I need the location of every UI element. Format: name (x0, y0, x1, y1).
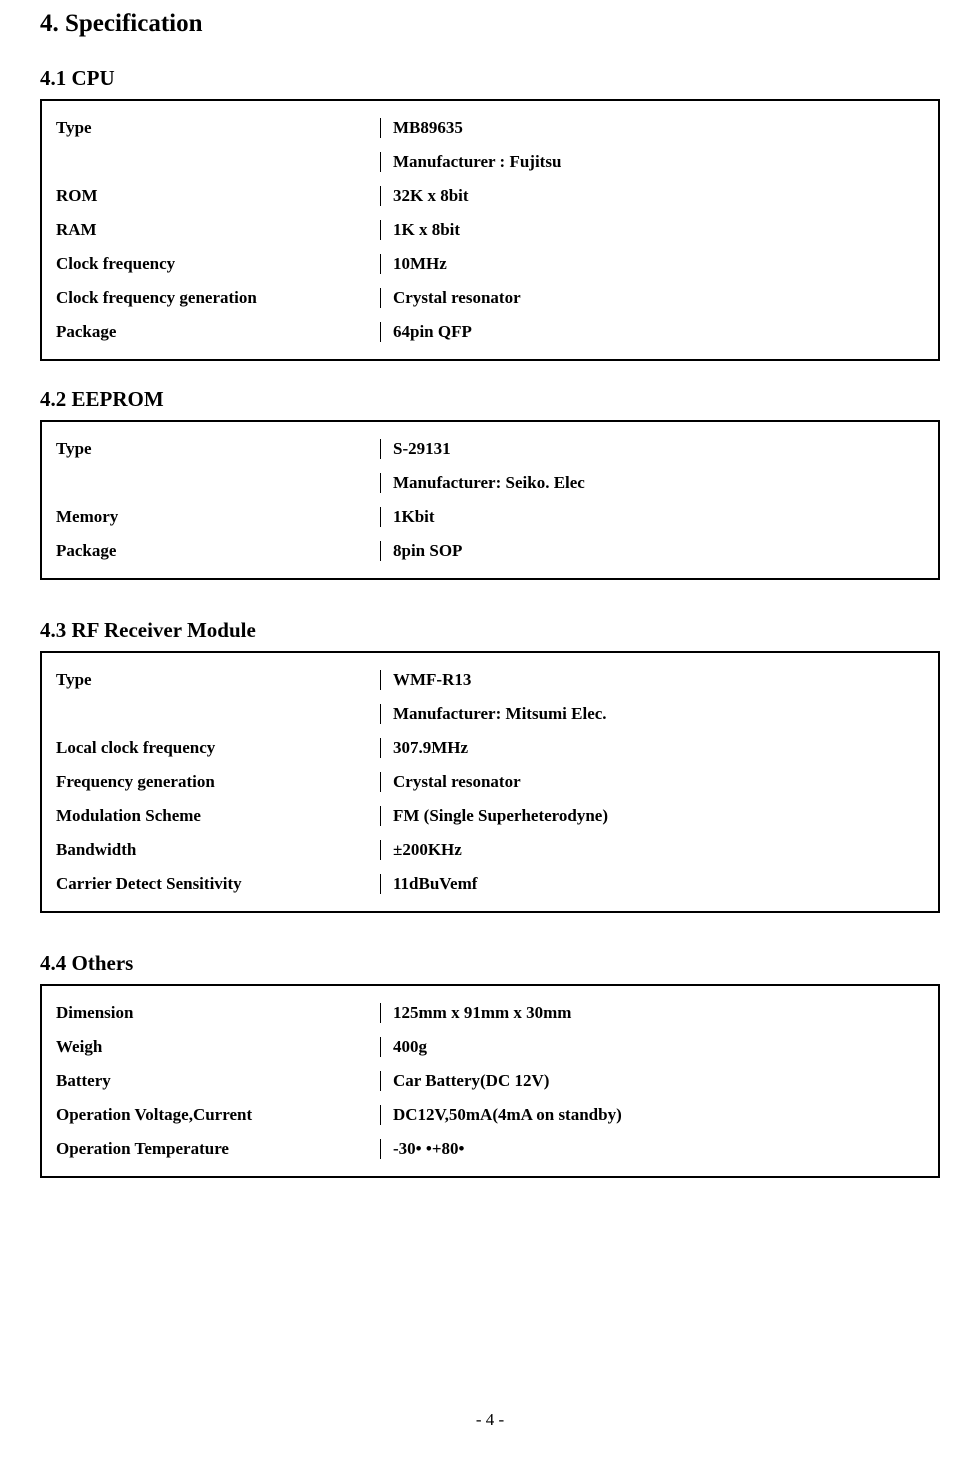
spec-label: Memory (56, 507, 381, 527)
spec-value: WMF-R13 (381, 670, 471, 690)
spec-value: MB89635 (381, 118, 463, 138)
spec-value: 11dBuVemf (381, 874, 477, 894)
eeprom-title: 4.2 EEPROM (40, 387, 940, 412)
rf-title: 4.3 RF Receiver Module (40, 618, 940, 643)
table-row: Clock frequency generation Crystal reson… (42, 281, 938, 315)
table-row: Manufacturer : Fujitsu (42, 145, 938, 179)
spec-label: Type (56, 670, 381, 690)
spec-value: 64pin QFP (381, 322, 472, 342)
table-row: Manufacturer: Mitsumi Elec. (42, 697, 938, 731)
spec-label: Package (56, 541, 381, 561)
cpu-table: Type MB89635 Manufacturer : Fujitsu ROM … (40, 99, 940, 361)
eeprom-table: Type S-29131 Manufacturer: Seiko. Elec M… (40, 420, 940, 580)
others-title: 4.4 Others (40, 951, 940, 976)
spec-label: Weigh (56, 1037, 381, 1057)
eeprom-section: 4.2 EEPROM Type S-29131 Manufacturer: Se… (40, 387, 940, 580)
page-number: - 4 - (0, 1410, 980, 1430)
spec-value: 1Kbit (381, 507, 435, 527)
spec-label: Frequency generation (56, 772, 381, 792)
spec-value: DC12V,50mA(4mA on standby) (381, 1105, 622, 1125)
spec-label: Carrier Detect Sensitivity (56, 874, 381, 894)
spec-label: Modulation Scheme (56, 806, 381, 826)
spec-value: Crystal resonator (381, 288, 521, 308)
spec-value: 125mm x 91mm x 30mm (381, 1003, 571, 1023)
table-row: Local clock frequency 307.9MHz (42, 731, 938, 765)
spec-label (56, 704, 381, 724)
spec-value: S-29131 (381, 439, 451, 459)
spec-value: -30• •+80• (381, 1139, 464, 1159)
spec-label: Clock frequency (56, 254, 381, 274)
spec-label: Package (56, 322, 381, 342)
spec-label: Battery (56, 1071, 381, 1091)
spec-label: RAM (56, 220, 381, 240)
spec-value: Manufacturer : Fujitsu (381, 152, 561, 172)
table-row: Bandwidth ±200KHz (42, 833, 938, 867)
spec-value: ±200KHz (381, 840, 462, 860)
table-row: RAM 1K x 8bit (42, 213, 938, 247)
table-row: Operation Temperature -30• •+80• (42, 1132, 938, 1166)
table-row: Weigh 400g (42, 1030, 938, 1064)
cpu-section: 4.1 CPU Type MB89635 Manufacturer : Fuji… (40, 66, 940, 361)
table-row: Clock frequency 10MHz (42, 247, 938, 281)
table-row: Operation Voltage,Current DC12V,50mA(4mA… (42, 1098, 938, 1132)
table-row: Frequency generation Crystal resonator (42, 765, 938, 799)
spec-value: Manufacturer: Mitsumi Elec. (381, 704, 607, 724)
table-row: Manufacturer: Seiko. Elec (42, 466, 938, 500)
spec-value: 32K x 8bit (381, 186, 469, 206)
rf-table: Type WMF-R13 Manufacturer: Mitsumi Elec.… (40, 651, 940, 913)
spec-label (56, 473, 381, 493)
table-row: Package 8pin SOP (42, 534, 938, 568)
spec-value: 8pin SOP (381, 541, 462, 561)
spec-label: Local clock frequency (56, 738, 381, 758)
table-row: Type MB89635 (42, 111, 938, 145)
table-row: Battery Car Battery(DC 12V) (42, 1064, 938, 1098)
spec-value: 307.9MHz (381, 738, 468, 758)
table-row: Package 64pin QFP (42, 315, 938, 349)
spec-value: 1K x 8bit (381, 220, 460, 240)
others-table: Dimension 125mm x 91mm x 30mm Weigh 400g… (40, 984, 940, 1178)
table-row: Type S-29131 (42, 432, 938, 466)
spec-value: Manufacturer: Seiko. Elec (381, 473, 585, 493)
spec-label: ROM (56, 186, 381, 206)
others-section: 4.4 Others Dimension 125mm x 91mm x 30mm… (40, 951, 940, 1178)
spec-label (56, 152, 381, 172)
table-row: Type WMF-R13 (42, 663, 938, 697)
spec-label: Type (56, 118, 381, 138)
table-row: Carrier Detect Sensitivity 11dBuVemf (42, 867, 938, 901)
cpu-title: 4.1 CPU (40, 66, 940, 91)
table-row: ROM 32K x 8bit (42, 179, 938, 213)
spec-label: Clock frequency generation (56, 288, 381, 308)
spec-label: Operation Temperature (56, 1139, 381, 1159)
spec-value: 10MHz (381, 254, 447, 274)
spec-value: Crystal resonator (381, 772, 521, 792)
spec-label: Bandwidth (56, 840, 381, 860)
table-row: Modulation Scheme FM (Single Superhetero… (42, 799, 938, 833)
main-heading: 4. Specification (40, 10, 940, 38)
spec-value: Car Battery(DC 12V) (381, 1071, 549, 1091)
spec-label: Type (56, 439, 381, 459)
spec-label: Dimension (56, 1003, 381, 1023)
spec-value: FM (Single Superheterodyne) (381, 806, 608, 826)
table-row: Dimension 125mm x 91mm x 30mm (42, 996, 938, 1030)
table-row: Memory 1Kbit (42, 500, 938, 534)
spec-label: Operation Voltage,Current (56, 1105, 381, 1125)
spec-value: 400g (381, 1037, 427, 1057)
rf-section: 4.3 RF Receiver Module Type WMF-R13 Manu… (40, 618, 940, 913)
